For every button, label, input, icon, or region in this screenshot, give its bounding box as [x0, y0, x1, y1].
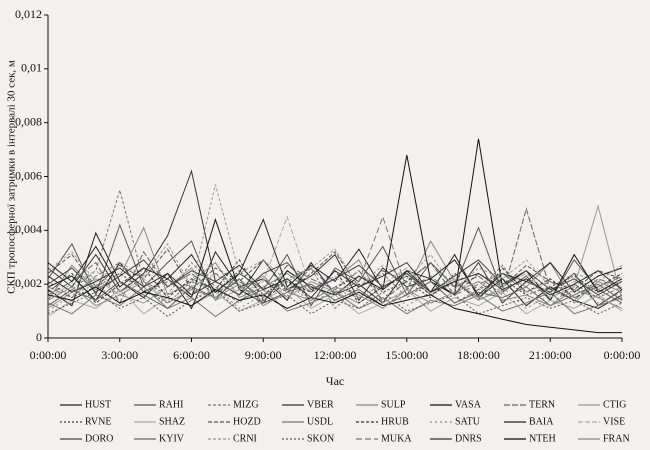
legend-label: KYIV: [159, 433, 185, 444]
y-tick-label: 0,002: [15, 276, 42, 290]
x-tick-label: 0:00:00: [604, 348, 641, 362]
legend-label: SATU: [455, 416, 481, 427]
legend-label: TERN: [529, 399, 555, 410]
series-line: [47, 215, 623, 299]
y-tick-label: 0: [36, 330, 42, 344]
legend-label: SHAZ: [159, 416, 185, 427]
x-tick-label: 9:00:00: [245, 348, 282, 362]
legend-label: MUKA: [381, 433, 412, 444]
legend-label: HUST: [85, 399, 111, 410]
series-line: [47, 248, 623, 296]
y-tick-label: 0,01: [21, 61, 42, 75]
y-tick-label: 0,012: [15, 7, 42, 21]
legend-label: CTIG: [603, 399, 626, 410]
series-line: [47, 286, 622, 334]
x-tick-label: 3:00:00: [101, 348, 138, 362]
legend-label: DNRS: [455, 433, 482, 444]
y-axis-label: СКП тропосферної затримки в інтервалі 30…: [6, 60, 18, 294]
x-tick-label: 18:00:00: [457, 348, 500, 362]
legend-label: SULP: [381, 399, 406, 410]
legend-label: RVNE: [85, 416, 111, 427]
series-line: [47, 215, 623, 301]
series-line: [47, 286, 623, 317]
x-tick-label: 0:00:00: [30, 348, 67, 362]
legend-label: CRNI: [233, 433, 257, 444]
x-tick-label: 15:00:00: [385, 348, 428, 362]
series-line: [47, 206, 623, 305]
x-tick-label: 21:00:00: [529, 348, 572, 362]
legend-label: NTEH: [529, 433, 556, 444]
y-tick-label: 0,008: [15, 114, 42, 128]
legend-label: MIZG: [233, 399, 259, 410]
series-line: [47, 218, 623, 296]
legend-label: SKON: [307, 433, 334, 444]
legend-label: RAHI: [159, 399, 183, 410]
series-line: [47, 261, 623, 299]
x-axis-label: Час: [326, 374, 344, 388]
series-line: [47, 223, 623, 307]
x-tick-label: 6:00:00: [173, 348, 210, 362]
legend-label: HRUB: [381, 416, 409, 427]
y-tick-label: 0,004: [15, 222, 42, 236]
legend-label: VASA: [455, 399, 482, 410]
x-tick-label: 12:00:00: [314, 348, 357, 362]
legend-label: FRAN: [603, 433, 630, 444]
y-tick-label: 0,006: [15, 168, 42, 182]
legend-label: BAIA: [529, 416, 554, 427]
series-line: [47, 259, 623, 296]
series-line: [47, 289, 623, 318]
series-line: [47, 184, 623, 291]
series-line: [47, 280, 623, 309]
series-line: [47, 204, 623, 309]
legend-label: HOZD: [233, 416, 261, 427]
legend-label: VBER: [307, 399, 334, 410]
legend-label: DORO: [85, 433, 113, 444]
legend-label: VISE: [603, 416, 625, 427]
legend-label: USDL: [307, 416, 333, 427]
